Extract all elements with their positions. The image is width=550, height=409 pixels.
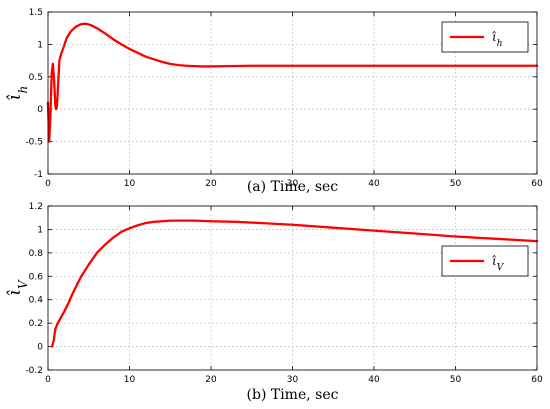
y-tick-label: -0.5 bbox=[25, 138, 43, 148]
x-tick-label: 10 bbox=[124, 179, 136, 189]
x-tick-label: 20 bbox=[205, 375, 217, 385]
y-axis-label: ι̂V bbox=[5, 279, 30, 296]
x-tick-label: 40 bbox=[368, 179, 380, 189]
y-axis-label: ι̂h bbox=[5, 86, 30, 101]
y-tick-label: -1 bbox=[34, 170, 43, 180]
legend: ι̂h bbox=[441, 21, 529, 53]
x-axis-label: (b) Time, sec bbox=[247, 387, 339, 403]
x-tick-label: 10 bbox=[124, 375, 136, 385]
y-tick-label: 0.8 bbox=[29, 249, 44, 259]
x-tick-label: 50 bbox=[450, 179, 462, 189]
y-tick-label: 1.5 bbox=[29, 8, 43, 18]
legend: ι̂V bbox=[441, 245, 529, 277]
y-tick-label: 1 bbox=[37, 40, 43, 50]
x-axis-label: (a) Time, sec bbox=[247, 179, 338, 195]
x-tick-label: 50 bbox=[450, 375, 462, 385]
axes-frame bbox=[47, 11, 538, 175]
y-tick-label: 0.5 bbox=[29, 73, 43, 83]
x-tick-label: 0 bbox=[45, 179, 51, 189]
x-tick-label: 20 bbox=[205, 179, 217, 189]
y-tick-label: 1.2 bbox=[29, 202, 43, 212]
y-tick-label: 0 bbox=[37, 105, 43, 115]
legend-label: ι̂V bbox=[492, 254, 505, 273]
series-line bbox=[50, 219, 539, 348]
x-tick-label: 0 bbox=[45, 375, 51, 385]
x-tick-label: 60 bbox=[531, 375, 543, 385]
x-tick-label: 40 bbox=[368, 375, 380, 385]
chart-panel-top: 0 10 20 30 40 50 60 -1 -0.5 0 0.5 1 1.5 ι̂h (a) Time, … bbox=[5, 8, 543, 195]
axes-frame bbox=[47, 205, 538, 371]
y-tick-label: 0.2 bbox=[29, 319, 43, 329]
series-line bbox=[46, 22, 539, 143]
x-tick-label: 60 bbox=[531, 179, 543, 189]
y-tick-label: 0.4 bbox=[29, 296, 44, 306]
x-tick-label: 30 bbox=[287, 375, 299, 385]
y-tick-label: 0.6 bbox=[29, 272, 44, 282]
x-tick-label: 30 bbox=[287, 179, 299, 189]
legend-label: ι̂h bbox=[492, 30, 503, 49]
y-tick-label: 1 bbox=[37, 225, 43, 235]
y-tick-label: 0 bbox=[37, 343, 43, 353]
y-tick-label: -0.2 bbox=[25, 366, 43, 376]
chart-panel-bottom: 0 10 20 30 40 50 60-0.200.20.40.60.811.2ι̂V(b)… bbox=[5, 202, 543, 403]
